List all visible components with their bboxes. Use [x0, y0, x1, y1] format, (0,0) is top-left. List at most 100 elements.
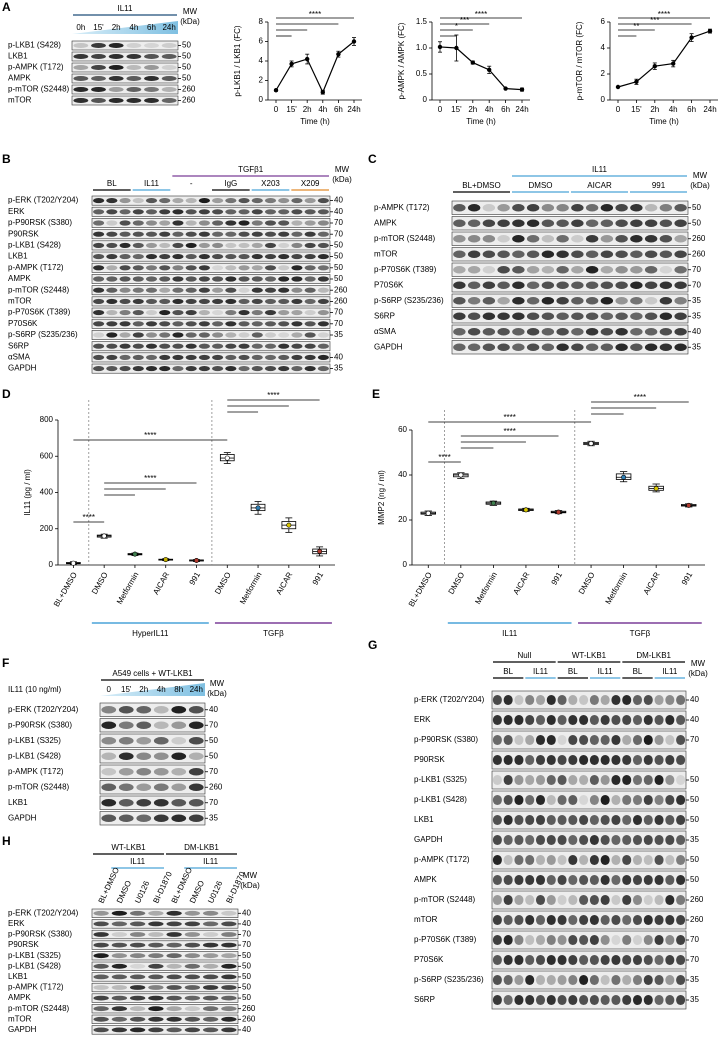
mw-value: 50	[182, 63, 191, 72]
band	[622, 814, 632, 826]
band	[221, 921, 237, 927]
band	[93, 1027, 109, 1033]
band	[225, 276, 237, 282]
band	[304, 343, 316, 349]
row-label: mTOR	[8, 1014, 32, 1023]
band	[600, 874, 610, 886]
band	[291, 209, 303, 215]
band	[611, 994, 621, 1006]
band	[145, 254, 158, 260]
band	[503, 954, 513, 966]
band	[148, 953, 164, 959]
band	[589, 814, 599, 826]
band	[304, 366, 316, 372]
band	[291, 198, 303, 204]
data-point	[652, 63, 657, 69]
band	[225, 209, 237, 215]
band	[291, 343, 303, 349]
band	[615, 327, 628, 336]
band	[615, 312, 628, 321]
band	[557, 814, 567, 826]
band	[622, 794, 632, 806]
band	[238, 310, 250, 316]
band	[145, 209, 158, 215]
band	[291, 231, 303, 237]
band	[643, 974, 653, 986]
band	[526, 312, 540, 321]
band	[221, 963, 237, 969]
band	[264, 354, 277, 360]
band	[144, 86, 159, 93]
band	[546, 774, 556, 786]
band	[525, 754, 535, 766]
band	[225, 231, 237, 237]
lane-label: 6h	[147, 23, 156, 32]
data-point	[653, 485, 659, 491]
band	[546, 914, 556, 926]
band	[119, 366, 131, 372]
x-tick-label: AICAR	[511, 570, 531, 596]
band	[264, 265, 277, 271]
significance-label: ****	[634, 393, 646, 402]
data-point	[305, 56, 310, 62]
mw-unit: (kDa)	[688, 669, 708, 678]
group-label: Null	[517, 651, 531, 660]
band	[525, 954, 535, 966]
band	[643, 794, 653, 806]
band	[278, 310, 290, 316]
mw-value: 35	[690, 835, 699, 844]
band	[492, 754, 502, 766]
band	[304, 254, 316, 260]
band	[611, 734, 621, 746]
lane-label: 24h	[162, 23, 175, 32]
band	[132, 254, 144, 260]
band	[185, 366, 197, 372]
band	[136, 814, 152, 823]
band	[225, 321, 237, 327]
band	[161, 86, 177, 93]
band	[221, 910, 237, 916]
y-axis-label: IL11 (pg / ml)	[23, 469, 32, 516]
band	[291, 366, 303, 372]
mw-value: 260	[209, 782, 223, 791]
band	[676, 914, 686, 926]
band	[291, 332, 303, 338]
band	[525, 854, 535, 866]
band	[492, 794, 502, 806]
band	[659, 250, 673, 259]
band	[264, 198, 277, 204]
band	[148, 1016, 164, 1022]
band	[611, 774, 621, 786]
x-tick-label: AICAR	[642, 570, 662, 596]
band	[654, 774, 664, 786]
band	[221, 985, 237, 990]
band	[73, 53, 89, 60]
band	[132, 231, 144, 237]
x-axis-label: Time (h)	[466, 117, 496, 126]
band	[251, 276, 263, 282]
band	[568, 954, 578, 966]
row-label: S6RP	[8, 341, 29, 350]
band	[615, 203, 628, 212]
band	[600, 250, 614, 259]
mw-value: 50	[692, 203, 701, 212]
significance-label: ****	[503, 413, 515, 422]
group-label: A549 cells + WT-LKB1	[112, 669, 193, 678]
band	[101, 783, 117, 792]
group-label: IL11	[592, 165, 608, 174]
band	[630, 250, 643, 259]
panel-letter: F	[2, 656, 9, 670]
significance-label: **	[633, 22, 639, 31]
band	[185, 198, 197, 204]
x-tick-label: DMSO	[577, 571, 597, 596]
band	[482, 265, 496, 274]
band	[291, 310, 303, 316]
mw-value: 70	[209, 720, 218, 729]
band	[644, 265, 658, 274]
band	[202, 995, 219, 1001]
band	[579, 914, 589, 926]
band	[589, 954, 599, 966]
band	[589, 694, 599, 706]
band	[611, 954, 621, 966]
band	[145, 231, 158, 237]
